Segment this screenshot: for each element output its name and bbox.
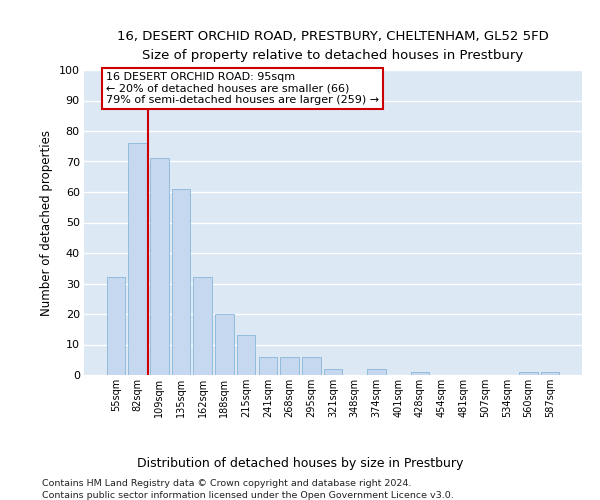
Y-axis label: Number of detached properties: Number of detached properties [40, 130, 53, 316]
Bar [324, 369, 342, 375]
Text: 16 DESERT ORCHID ROAD: 95sqm
← 20% of detached houses are smaller (66)
79% of se: 16 DESERT ORCHID ROAD: 95sqm ← 20% of de… [106, 72, 379, 104]
Bar [193, 278, 212, 375]
Bar [302, 356, 320, 375]
Bar [172, 189, 190, 375]
Text: Distribution of detached houses by size in Prestbury: Distribution of detached houses by size … [137, 458, 463, 470]
Text: Contains public sector information licensed under the Open Government Licence v3: Contains public sector information licen… [42, 491, 454, 500]
Bar [215, 314, 233, 375]
Bar [280, 356, 299, 375]
Title: 16, DESERT ORCHID ROAD, PRESTBURY, CHELTENHAM, GL52 5FD
Size of property relativ: 16, DESERT ORCHID ROAD, PRESTBURY, CHELT… [117, 30, 549, 62]
Bar [237, 336, 256, 375]
Bar [367, 369, 386, 375]
Bar [150, 158, 169, 375]
Text: Contains HM Land Registry data © Crown copyright and database right 2024.: Contains HM Land Registry data © Crown c… [42, 479, 412, 488]
Bar [519, 372, 538, 375]
Bar [128, 143, 147, 375]
Bar [107, 278, 125, 375]
Bar [259, 356, 277, 375]
Bar [541, 372, 559, 375]
Bar [410, 372, 429, 375]
